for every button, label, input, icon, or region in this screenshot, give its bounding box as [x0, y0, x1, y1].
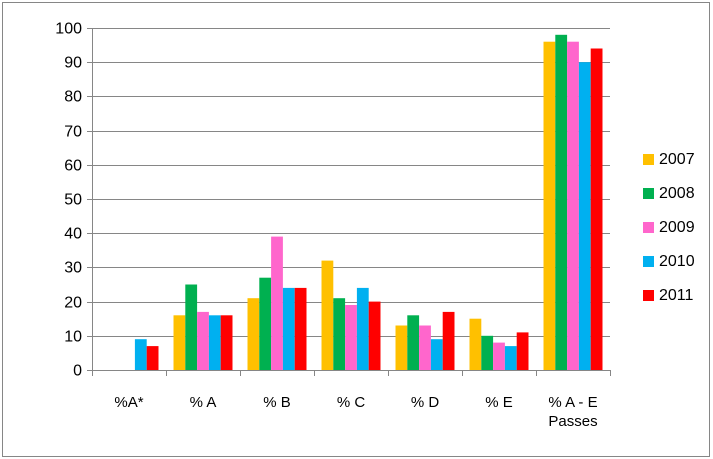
x-axis-category-labels: %A* % A % B % C % D % E % A - E Passes [114, 394, 597, 430]
bar-2011 [590, 48, 603, 370]
legend-swatch-2008 [643, 188, 654, 199]
bar-2007 [321, 260, 334, 370]
bar-2007 [247, 298, 260, 370]
y-tick-label: 20 [64, 295, 82, 312]
legend-swatch-2011 [643, 290, 654, 301]
y-tick-label: 90 [64, 55, 82, 72]
y-tick-label: 60 [64, 158, 82, 175]
x-category-label: % A - E [548, 394, 597, 411]
x-category-label: % B [263, 394, 291, 411]
bar-2011 [294, 287, 307, 370]
legend: 2007 2008 2009 2010 2011 [643, 151, 695, 304]
bar-2010 [282, 287, 295, 370]
x-category-label: % C [337, 394, 366, 411]
bar-2008 [555, 34, 568, 371]
bar-2008 [333, 298, 346, 370]
bar-2007 [469, 318, 482, 370]
x-category-label: % E [485, 394, 513, 411]
y-tick-label: 10 [64, 329, 82, 346]
bar-2008 [185, 284, 198, 370]
y-tick-label: 70 [64, 124, 82, 141]
x-category-label: % D [411, 394, 440, 411]
bars [134, 34, 603, 371]
bar-2010 [134, 339, 147, 370]
bar-2009 [271, 236, 283, 370]
bar-2009 [567, 41, 579, 370]
bar-2009 [419, 325, 431, 370]
bar-2010 [208, 315, 221, 370]
bar-2010 [578, 62, 591, 370]
bar-2008 [481, 335, 494, 370]
y-tick-label: 80 [64, 89, 82, 106]
bar-2008 [259, 277, 272, 370]
bar-2010 [356, 287, 369, 370]
bar-2011 [368, 301, 381, 370]
bar-2011 [220, 315, 233, 370]
gridlines [92, 28, 610, 337]
y-tick-label: 50 [64, 192, 82, 209]
legend-label-2010: 2010 [659, 253, 695, 270]
bar-2009 [345, 305, 357, 370]
y-tick-label: 30 [64, 260, 82, 277]
legend-label-2007: 2007 [659, 151, 695, 168]
bar-2009 [197, 311, 209, 370]
legend-swatch-2010 [643, 256, 654, 267]
legend-swatch-2009 [643, 222, 654, 233]
bar-2010 [430, 339, 443, 370]
y-tick-label: 0 [73, 363, 82, 380]
y-tick-label: 40 [64, 226, 82, 243]
legend-label-2008: 2008 [659, 185, 695, 202]
legend-label-2011: 2011 [659, 287, 694, 304]
bar-2007 [173, 315, 186, 370]
y-tick-label: 100 [55, 21, 82, 38]
bar-2009 [493, 342, 505, 370]
axes [87, 28, 611, 376]
x-category-label: % A [190, 394, 217, 411]
legend-label-2009: 2009 [659, 219, 695, 236]
x-category-label: Passes [548, 413, 597, 430]
bar-2007 [395, 325, 408, 370]
bar-2010 [504, 346, 517, 370]
bar-2011 [146, 346, 159, 370]
bar-2011 [516, 332, 529, 370]
bar-2007 [543, 41, 556, 370]
legend-swatch-2007 [643, 154, 654, 165]
bar-2011 [442, 311, 455, 370]
x-category-label: %A* [114, 394, 143, 411]
y-axis-tick-labels: 0 10 20 30 40 50 60 70 80 90 100 [55, 21, 82, 380]
bar-2008 [407, 315, 420, 370]
